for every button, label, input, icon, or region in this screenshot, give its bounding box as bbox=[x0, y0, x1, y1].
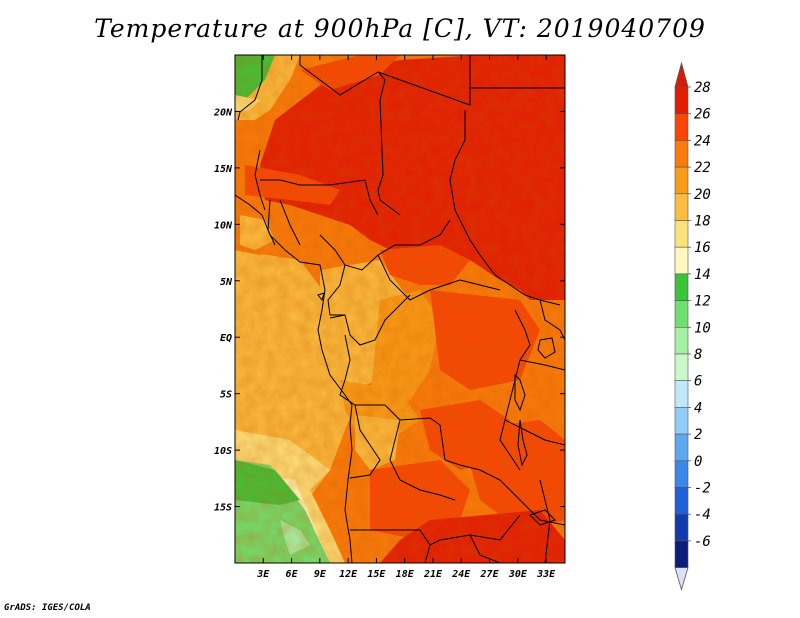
colorbar-top-arrow bbox=[674, 61, 689, 88]
lat-tick-label: 15S bbox=[214, 503, 232, 514]
colorbar-label: 14 bbox=[694, 267, 711, 283]
colorbar-label: 8 bbox=[694, 347, 702, 363]
longitude-axis: 3E 6E 9E 12E 15E 18E 21E 24E 27E 30E 33E bbox=[256, 55, 556, 580]
colorbar-label: -2 bbox=[694, 481, 711, 497]
lat-tick-label: 10S bbox=[214, 446, 232, 457]
colorbar-swatch bbox=[674, 487, 689, 515]
colorbar-label: 0 bbox=[694, 454, 702, 470]
colorbar-label: 16 bbox=[694, 240, 711, 256]
lon-tick-label: 12E bbox=[339, 569, 358, 580]
colorbar-swatch bbox=[674, 86, 689, 115]
colorbar-swatch bbox=[674, 433, 689, 462]
colorbar-swatch bbox=[674, 540, 689, 568]
colorbar-swatch bbox=[674, 407, 689, 435]
colorbar-label: -4 bbox=[694, 507, 711, 523]
credit-text: GrADS: IGES/COLA bbox=[4, 603, 91, 613]
colorbar-label: 18 bbox=[694, 214, 711, 230]
colorbar-bottom-arrow bbox=[674, 567, 689, 592]
colorbar-swatch bbox=[674, 166, 689, 195]
colorbar-label: 10 bbox=[694, 320, 711, 336]
colorbar-swatch bbox=[674, 513, 689, 542]
colorbar-label: 22 bbox=[694, 160, 711, 176]
lat-tick-label: 5S bbox=[220, 390, 232, 401]
lon-tick-label: 9E bbox=[314, 569, 327, 580]
lon-tick-label: 3E bbox=[256, 569, 270, 580]
colorbar-swatch bbox=[674, 380, 689, 408]
lon-tick-label: 33E bbox=[536, 569, 556, 580]
lat-tick-label: 5N bbox=[220, 277, 233, 288]
colorbar-swatch bbox=[674, 220, 689, 248]
colorbar-swatch bbox=[674, 273, 689, 301]
colorbar-label: 4 bbox=[694, 400, 702, 416]
lon-tick-label: 6E bbox=[286, 569, 299, 580]
lat-tick-label: 10N bbox=[214, 220, 233, 231]
lat-tick-label: EQ bbox=[220, 333, 232, 344]
latitude-axis: 20N 15N 10N 5N EQ 5S 10S 15S bbox=[213, 107, 565, 514]
lon-tick-label: 15E bbox=[367, 569, 386, 580]
lon-tick-label: 21E bbox=[423, 569, 443, 580]
colorbar-swatch bbox=[674, 193, 689, 221]
colorbar-label: 26 bbox=[694, 107, 711, 123]
colorbar-label: 12 bbox=[694, 294, 711, 310]
colorbar-label: 28 bbox=[694, 80, 711, 96]
colorbar-label: 24 bbox=[694, 133, 711, 149]
lon-tick-label: 24E bbox=[451, 569, 471, 580]
colorbar-swatch bbox=[674, 326, 689, 355]
temperature-field bbox=[235, 55, 565, 563]
colorbar-label: 20 bbox=[694, 187, 711, 203]
lon-tick-label: 30E bbox=[508, 569, 528, 580]
chart-title: Temperature at 900hPa [C], VT: 201904070… bbox=[94, 14, 706, 43]
colorbar-swatch bbox=[674, 246, 689, 275]
lat-tick-label: 20N bbox=[213, 107, 233, 118]
lon-tick-label: 18E bbox=[396, 569, 415, 580]
colorbar-swatch bbox=[674, 353, 689, 382]
colorbar-swatch bbox=[674, 300, 689, 328]
country-borders bbox=[235, 55, 565, 563]
colorbar-label: -6 bbox=[694, 534, 711, 550]
colorbar-label: 2 bbox=[694, 427, 702, 443]
lon-tick-label: 27E bbox=[480, 569, 500, 580]
colorbar-swatch bbox=[674, 113, 689, 141]
map-frame bbox=[234, 54, 566, 564]
lat-tick-label: 15N bbox=[214, 164, 233, 175]
colorbar-swatch bbox=[674, 460, 689, 488]
colorbar-label: 6 bbox=[694, 374, 702, 390]
colorbar-swatch bbox=[674, 140, 689, 168]
